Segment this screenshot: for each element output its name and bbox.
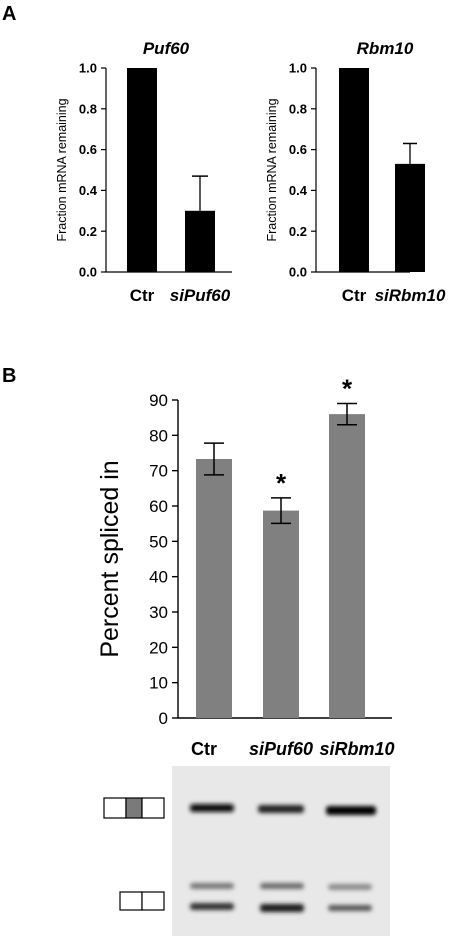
gel-band-lower-sipuf60: [260, 904, 304, 912]
y-tick-label: 0.4: [79, 183, 98, 198]
bar-ctr: [127, 68, 157, 272]
y-tick-label: 90: [149, 391, 168, 410]
bar-ctr: [196, 459, 232, 718]
gel-lane-label-sirbm10: siRbm10: [319, 739, 394, 759]
error-bar: [204, 442, 224, 476]
error-bar: [192, 175, 208, 211]
gel-band-lower-sirbm10: [328, 905, 372, 911]
gel-lane-label-ctr: Ctr: [191, 739, 217, 759]
bar-sirbm10: [329, 414, 365, 718]
y-tick-label: 0.4: [289, 183, 308, 198]
y-tick-label: 0.6: [289, 142, 307, 157]
y-axis-label: Percent spliced in: [96, 460, 124, 657]
y-tick-label: 0.0: [289, 265, 307, 280]
bar-sipuf60: [185, 210, 215, 272]
y-tick-label: 1.0: [289, 61, 307, 76]
y-axis-label: Fraction mRNA remaining: [265, 98, 279, 241]
gel-band-upper-ctr: [190, 804, 234, 812]
gel-band-upper-sirbm10: [326, 806, 376, 815]
significance-marker: *: [342, 374, 353, 404]
error-bar: [337, 402, 357, 426]
y-tick-label: 0.0: [79, 265, 97, 280]
y-tick-label: 20: [149, 638, 168, 657]
panel-label-a: A: [2, 3, 16, 25]
bar-ctr: [339, 68, 369, 272]
y-tick-label: 10: [149, 674, 168, 693]
chart-title: Puf60: [143, 39, 190, 58]
y-tick-label: 40: [149, 568, 168, 587]
chart-puf60: 0.0 0.2 0.4 0.6 0.8 1.0 Fraction mRNA remainin…: [55, 39, 232, 305]
y-tick-label: 50: [149, 532, 168, 551]
y-tick-label: 80: [149, 426, 168, 445]
y-axis-label: Fraction mRNA remaining: [55, 98, 69, 241]
x-category-label: Ctr: [130, 286, 155, 305]
chart-percent-spliced-in: 0 10 20 30 40 50 60 70 80 90 Percent spliced in * *: [96, 374, 392, 728]
gel-band-faint-ctr: [190, 883, 234, 889]
y-tick-label: 70: [149, 462, 168, 481]
gel-band-lower-ctr: [190, 903, 234, 910]
chart-rbm10: 0.0 0.2 0.4 0.6 0.8 1.0 Fraction mRNA remainin…: [265, 39, 446, 305]
y-tick-label: 0.2: [289, 224, 307, 239]
gel-band-faint-sirbm10: [328, 884, 372, 890]
bar-sirbm10: [395, 163, 425, 272]
y-tick-label: 30: [149, 603, 168, 622]
gel-band-upper-sipuf60: [258, 805, 304, 813]
chart-title: Rbm10: [357, 39, 414, 58]
panel-label-b: B: [2, 365, 16, 387]
exon-skipped-diagram: [119, 891, 165, 911]
y-tick-label: 0: [159, 709, 168, 728]
error-bar: [271, 497, 291, 525]
y-tick-label: 0.6: [79, 142, 97, 157]
gel-lane-label-sipuf60: siPuf60: [249, 739, 313, 759]
error-bar: [403, 142, 417, 164]
exon-included-diagram: [103, 797, 165, 819]
gel-image: [172, 766, 390, 936]
y-tick-label: 0.8: [289, 101, 307, 116]
x-category-label: siRbm10: [375, 286, 446, 305]
y-tick-label: 1.0: [79, 61, 97, 76]
y-tick-label: 0.8: [79, 101, 97, 116]
x-category-label: siPuf60: [170, 286, 231, 305]
x-category-label: Ctr: [342, 286, 367, 305]
bar-sipuf60: [263, 510, 299, 718]
y-tick-label: 60: [149, 497, 168, 516]
significance-marker: *: [276, 468, 287, 498]
y-tick-label: 0.2: [79, 224, 97, 239]
gel-band-faint-sipuf60: [260, 883, 304, 889]
